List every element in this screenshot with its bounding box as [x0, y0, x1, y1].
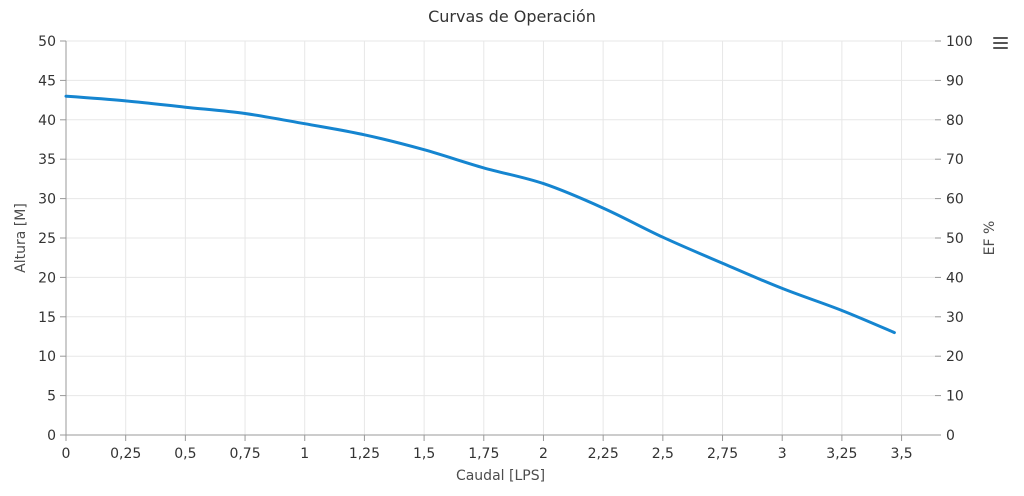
series-line[interactable]: [64, 94, 896, 335]
svg-text:1: 1: [300, 446, 309, 462]
svg-text:30: 30: [946, 310, 964, 326]
svg-text:20: 20: [38, 270, 56, 286]
hamburger-icon: [992, 37, 1008, 49]
y-axis-left-tick-labels: 0 5 10 15 20 25 30 35 40 45 50: [38, 34, 56, 444]
svg-text:30: 30: [38, 192, 56, 208]
chart-title: Curvas de Operación: [428, 7, 596, 26]
svg-text:3: 3: [778, 446, 787, 462]
svg-text:15: 15: [38, 310, 56, 326]
svg-text:0,75: 0,75: [229, 446, 260, 462]
x-axis-title: Caudal [LPS]: [455, 468, 546, 484]
svg-text:20: 20: [946, 349, 964, 365]
svg-text:45: 45: [38, 73, 56, 89]
svg-text:3,25: 3,25: [826, 446, 857, 462]
svg-text:0: 0: [946, 428, 955, 444]
svg-text:60: 60: [946, 192, 964, 208]
svg-text:3,5: 3,5: [890, 446, 912, 462]
svg-text:40: 40: [946, 270, 964, 286]
axis-ticks: [60, 40, 941, 441]
svg-text:35: 35: [38, 152, 56, 168]
svg-text:0,25: 0,25: [110, 446, 141, 462]
svg-text:1,25: 1,25: [349, 446, 380, 462]
svg-text:2,5: 2,5: [652, 446, 674, 462]
svg-text:10: 10: [946, 389, 964, 405]
svg-text:1,5: 1,5: [413, 446, 435, 462]
svg-text:90: 90: [946, 73, 964, 89]
x-axis-tick-labels: 0 0,25 0,5 0,75 1 1,25 1,5 1,75 2 2,25 2,5 2,75 3 3,2…: [62, 446, 913, 462]
svg-text:80: 80: [946, 113, 964, 129]
context-menu-button[interactable]: [988, 34, 1012, 54]
svg-text:1,75: 1,75: [468, 446, 499, 462]
svg-text:100: 100: [946, 34, 973, 50]
svg-text:50: 50: [38, 34, 56, 50]
svg-text:0: 0: [47, 428, 56, 444]
svg-text:40: 40: [38, 113, 56, 129]
svg-text:0: 0: [62, 446, 71, 462]
svg-text:2: 2: [539, 446, 548, 462]
svg-text:70: 70: [946, 152, 964, 168]
svg-text:0,5: 0,5: [174, 446, 196, 462]
gridlines: [66, 40, 935, 435]
svg-text:5: 5: [47, 389, 56, 405]
svg-text:10: 10: [38, 349, 56, 365]
svg-text:50: 50: [946, 231, 964, 247]
svg-text:2,75: 2,75: [707, 446, 738, 462]
svg-text:25: 25: [38, 231, 56, 247]
y-axis-right-tick-labels: 0 10 20 30 40 50 60 70 80 90 100: [946, 34, 973, 444]
svg-text:2,25: 2,25: [588, 446, 619, 462]
